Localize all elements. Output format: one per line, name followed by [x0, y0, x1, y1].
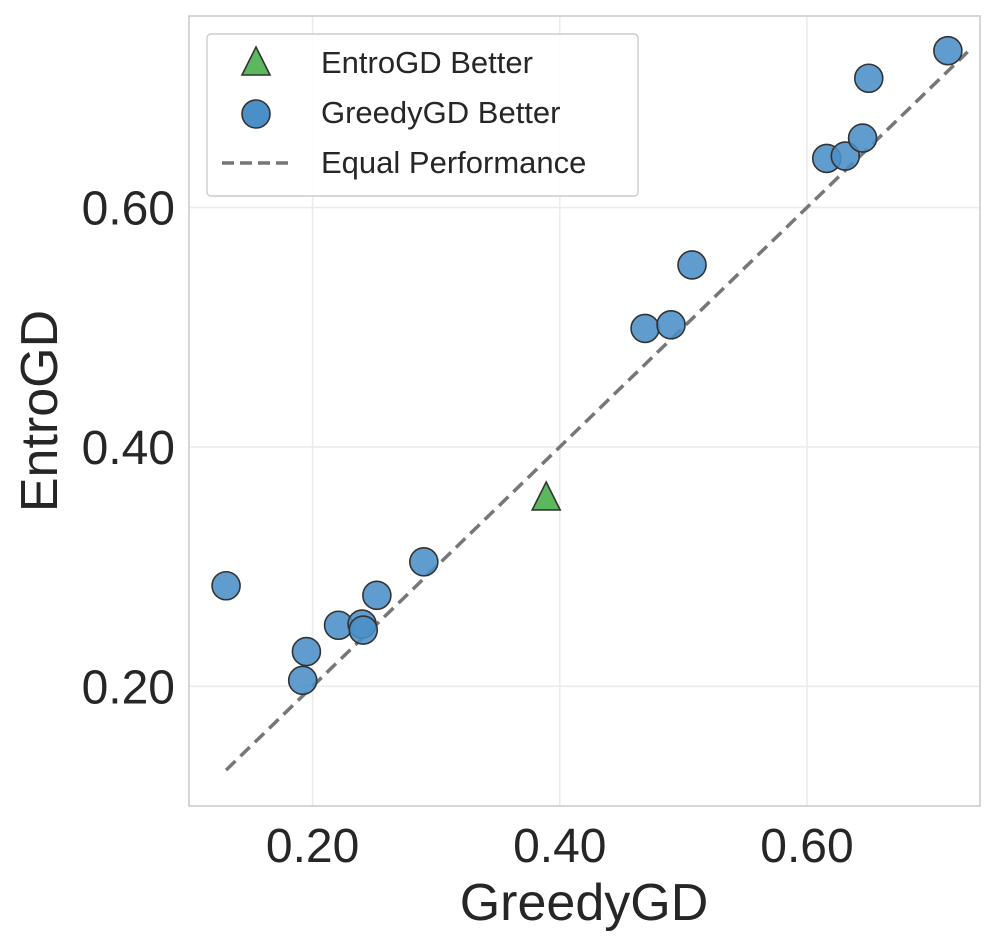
point-greedygd-better — [853, 63, 884, 94]
point-greedygd-better — [348, 615, 379, 645]
legend-label-entrogd-better: EntroGD Better — [321, 45, 533, 80]
legend-marker-greedygd-better — [241, 99, 271, 129]
legend-label-equal-performance: Equal Performance — [321, 145, 586, 180]
tick-labels: 0.20 0.40 0.60 0.20 0.40 0.60 — [82, 183, 854, 873]
y-tick-label: 0.20 — [82, 661, 175, 714]
y-axis-label: EntroGD — [11, 310, 69, 512]
legend-frame — [206, 33, 639, 197]
x-tick-label: 0.60 — [760, 820, 853, 873]
data-points — [211, 35, 963, 696]
point-greedygd-better — [291, 636, 322, 667]
point-greedygd-better — [830, 141, 861, 171]
reference-line-layer — [224, 50, 969, 772]
y-tick-label: 0.60 — [82, 183, 175, 236]
point-greedygd-better — [287, 665, 318, 696]
x-tick-label: 0.40 — [513, 820, 606, 873]
equal-performance-line — [224, 50, 969, 772]
point-greedygd-better — [933, 35, 963, 66]
point-greedygd-better — [656, 310, 686, 340]
plot-frame — [188, 15, 981, 807]
point-greedygd-better — [409, 547, 439, 577]
point-greedygd-better — [847, 123, 878, 153]
point-greedygd-better — [211, 570, 241, 601]
legend-label-greedygd-better: GreedyGD Better — [321, 95, 560, 130]
legend-marker-entrogd-better — [240, 45, 272, 76]
point-greedygd-better — [362, 580, 392, 611]
point-entrogd-better — [530, 480, 562, 511]
point-greedygd-better — [677, 250, 707, 280]
x-tick-label: 0.20 — [266, 820, 359, 873]
x-axis-label: GreedyGD — [460, 874, 709, 932]
legend: EntroGD Better GreedyGD Better Equal Per… — [206, 33, 639, 197]
point-greedygd-better — [630, 313, 660, 344]
y-tick-label: 0.40 — [82, 422, 175, 475]
